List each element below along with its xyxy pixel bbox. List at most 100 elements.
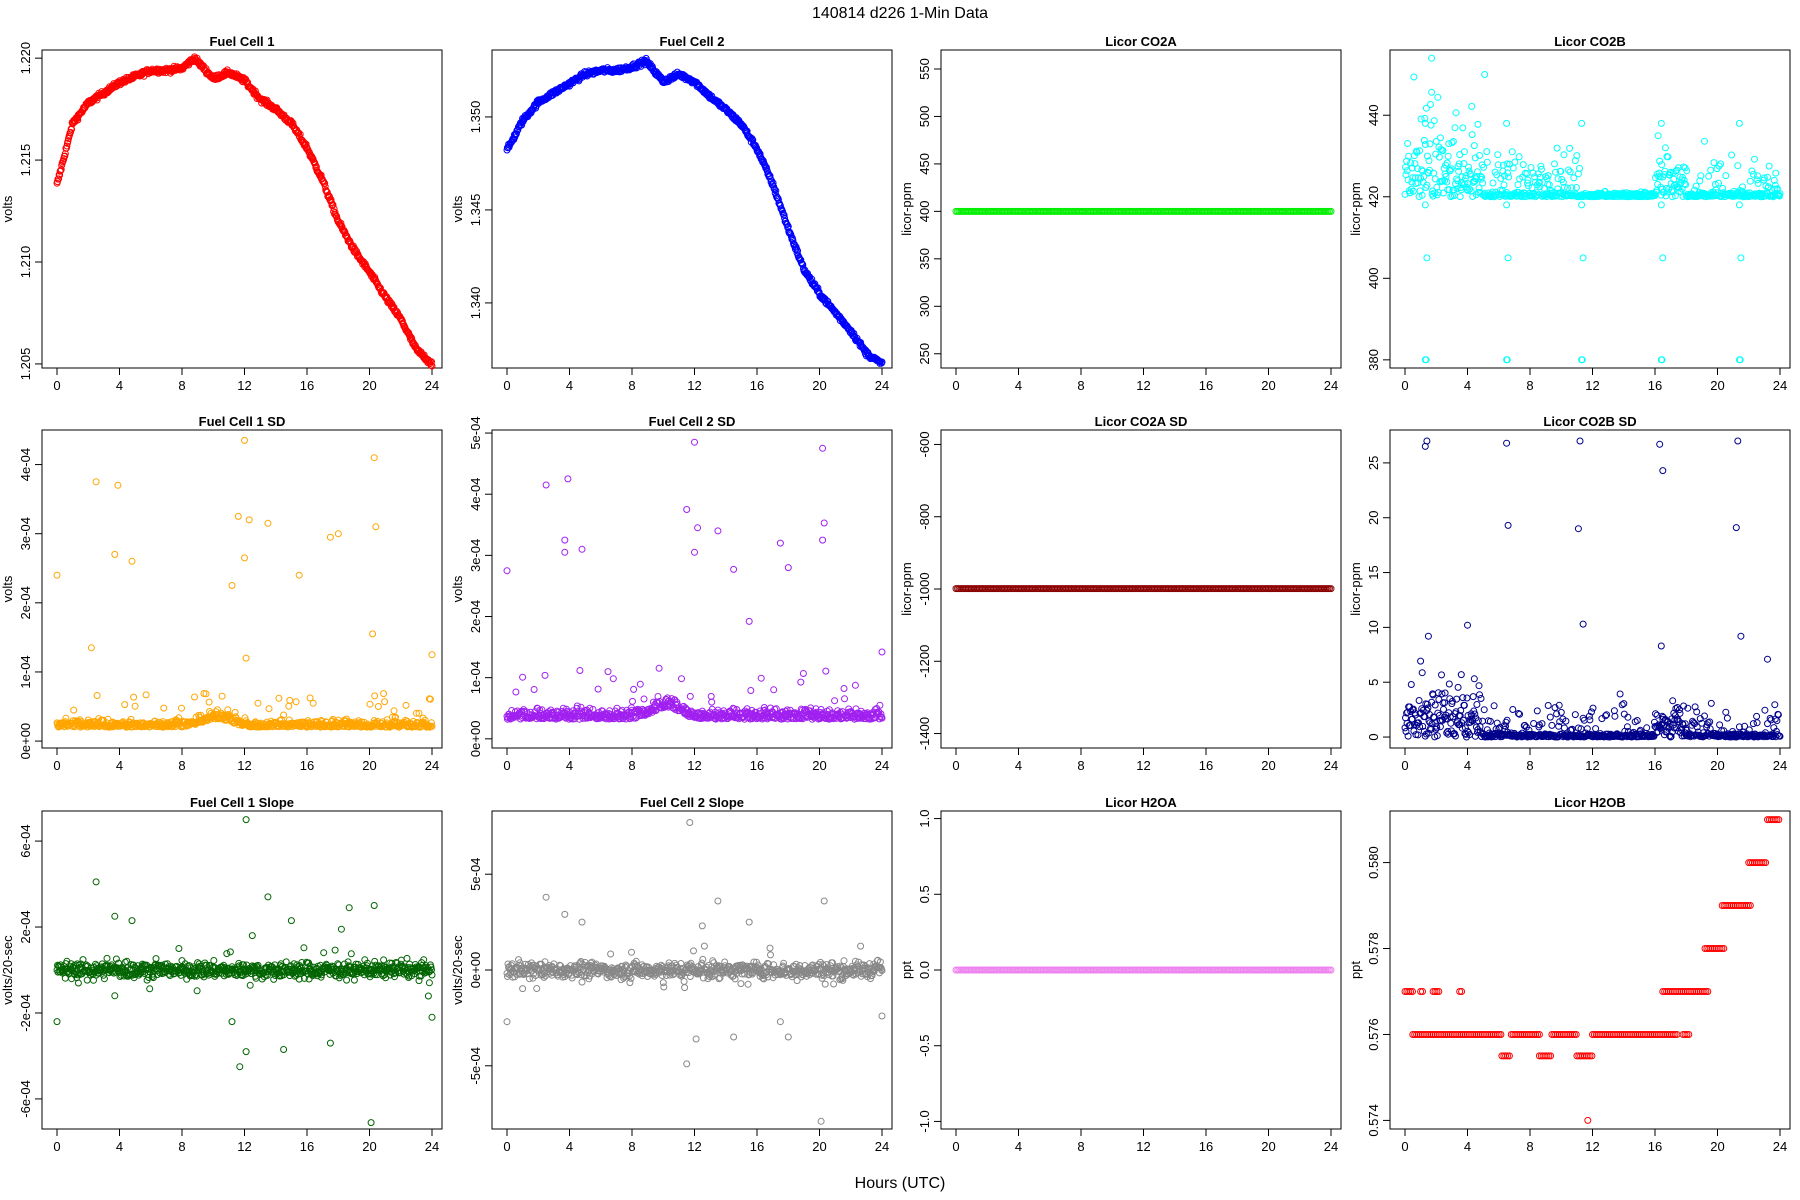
data-point bbox=[1705, 172, 1713, 180]
data-point bbox=[388, 713, 396, 721]
data-point bbox=[1571, 157, 1579, 165]
data-point bbox=[1472, 191, 1480, 199]
y-tick-label: 250 bbox=[917, 343, 932, 365]
data-point bbox=[1735, 201, 1743, 209]
data-point bbox=[1570, 174, 1578, 182]
data-point bbox=[142, 691, 150, 699]
data-point bbox=[128, 557, 136, 565]
data-point bbox=[1528, 184, 1536, 192]
data-point bbox=[1643, 724, 1651, 732]
y-tick-label: 2e-04 bbox=[18, 586, 33, 619]
y-tick-label: 400 bbox=[1366, 267, 1381, 289]
data-point bbox=[1760, 174, 1768, 182]
data-point bbox=[374, 703, 382, 710]
data-point bbox=[1420, 173, 1428, 180]
data-point bbox=[428, 651, 436, 659]
data-point bbox=[1719, 184, 1727, 192]
data-point bbox=[1659, 254, 1667, 262]
x-tick-label: 16 bbox=[1648, 758, 1662, 773]
y-tick-label: -1200 bbox=[917, 645, 932, 678]
data-points bbox=[1401, 54, 1784, 364]
data-point bbox=[254, 699, 262, 707]
x-tick-label: 8 bbox=[628, 378, 635, 393]
panel-title: Licor CO2B bbox=[1554, 34, 1626, 49]
y-tick-label: 25 bbox=[1366, 456, 1381, 470]
data-point bbox=[1748, 167, 1756, 175]
data-point bbox=[806, 273, 814, 281]
x-tick-label: 20 bbox=[812, 378, 826, 393]
data-point bbox=[1565, 166, 1572, 174]
y-tick-label: 300 bbox=[917, 295, 932, 317]
data-point bbox=[1737, 254, 1745, 262]
y-tick-label: 1e-04 bbox=[18, 655, 33, 688]
x-tick-label: 20 bbox=[362, 378, 376, 393]
x-tick-label: 4 bbox=[1015, 378, 1022, 393]
data-point bbox=[1480, 163, 1488, 171]
data-point bbox=[1776, 190, 1784, 197]
data-point bbox=[1448, 139, 1456, 147]
x-tick-label: 12 bbox=[687, 758, 701, 773]
data-point bbox=[1544, 702, 1552, 709]
y-tick-label: 350 bbox=[917, 248, 932, 270]
data-point bbox=[1454, 683, 1462, 691]
x-tick-label: 12 bbox=[687, 378, 701, 393]
y-tick-label: 440 bbox=[1366, 104, 1381, 126]
x-tick-label: 20 bbox=[1710, 378, 1724, 393]
data-point bbox=[1658, 356, 1666, 364]
data-point bbox=[1765, 162, 1773, 170]
data-point bbox=[1722, 172, 1730, 180]
x-tick-label: 4 bbox=[566, 378, 573, 393]
data-point bbox=[1421, 201, 1429, 209]
data-point bbox=[503, 567, 511, 575]
data-point bbox=[286, 696, 294, 704]
data-point bbox=[53, 571, 61, 579]
panel-7: Licor CO2B SD0 4 8 12 16 20 240510152025licor-… bbox=[1348, 414, 1791, 773]
panel-title: Fuel Cell 2 bbox=[659, 34, 724, 49]
data-point bbox=[1664, 153, 1672, 161]
x-tick-label: 4 bbox=[1464, 378, 1471, 393]
x-tick-label: 0 bbox=[53, 758, 60, 773]
y-tick-label: 10 bbox=[1366, 620, 1381, 634]
data-point bbox=[1433, 183, 1441, 191]
data-point bbox=[609, 675, 617, 683]
y-tick-label: 0e+00 bbox=[18, 723, 33, 760]
data-point bbox=[820, 519, 828, 527]
data-point bbox=[295, 129, 303, 137]
data-point bbox=[228, 582, 236, 589]
data-point bbox=[747, 134, 755, 142]
data-point bbox=[1444, 152, 1452, 160]
data-point bbox=[1421, 119, 1429, 127]
y-tick-label: 5 bbox=[1366, 679, 1381, 686]
data-point bbox=[334, 530, 342, 538]
data-point bbox=[683, 506, 691, 513]
data-point bbox=[1535, 178, 1543, 186]
data-point bbox=[1557, 167, 1565, 175]
data-point bbox=[1566, 168, 1574, 176]
data-point bbox=[1544, 172, 1552, 180]
y-tick-label: 3e-04 bbox=[18, 517, 33, 550]
data-point bbox=[218, 692, 226, 700]
data-point bbox=[691, 548, 698, 556]
data-point bbox=[1658, 161, 1666, 169]
data-point bbox=[381, 698, 389, 706]
data-point bbox=[1460, 160, 1468, 168]
data-point bbox=[561, 548, 569, 556]
data-point bbox=[850, 330, 858, 337]
data-point bbox=[1734, 162, 1742, 170]
data-point bbox=[1423, 152, 1431, 160]
data-point bbox=[1692, 182, 1700, 190]
data-point bbox=[1751, 155, 1758, 163]
data-point bbox=[1435, 696, 1443, 703]
data-point bbox=[63, 142, 71, 150]
data-point bbox=[1652, 174, 1659, 182]
x-tick-label: 8 bbox=[178, 758, 185, 773]
data-point bbox=[1474, 120, 1482, 128]
data-point bbox=[1578, 201, 1586, 209]
data-point bbox=[541, 671, 549, 679]
y-tick-label: 4e-04 bbox=[18, 448, 33, 481]
data-point bbox=[1728, 151, 1736, 159]
data-point bbox=[1455, 167, 1463, 175]
data-point bbox=[512, 688, 520, 696]
